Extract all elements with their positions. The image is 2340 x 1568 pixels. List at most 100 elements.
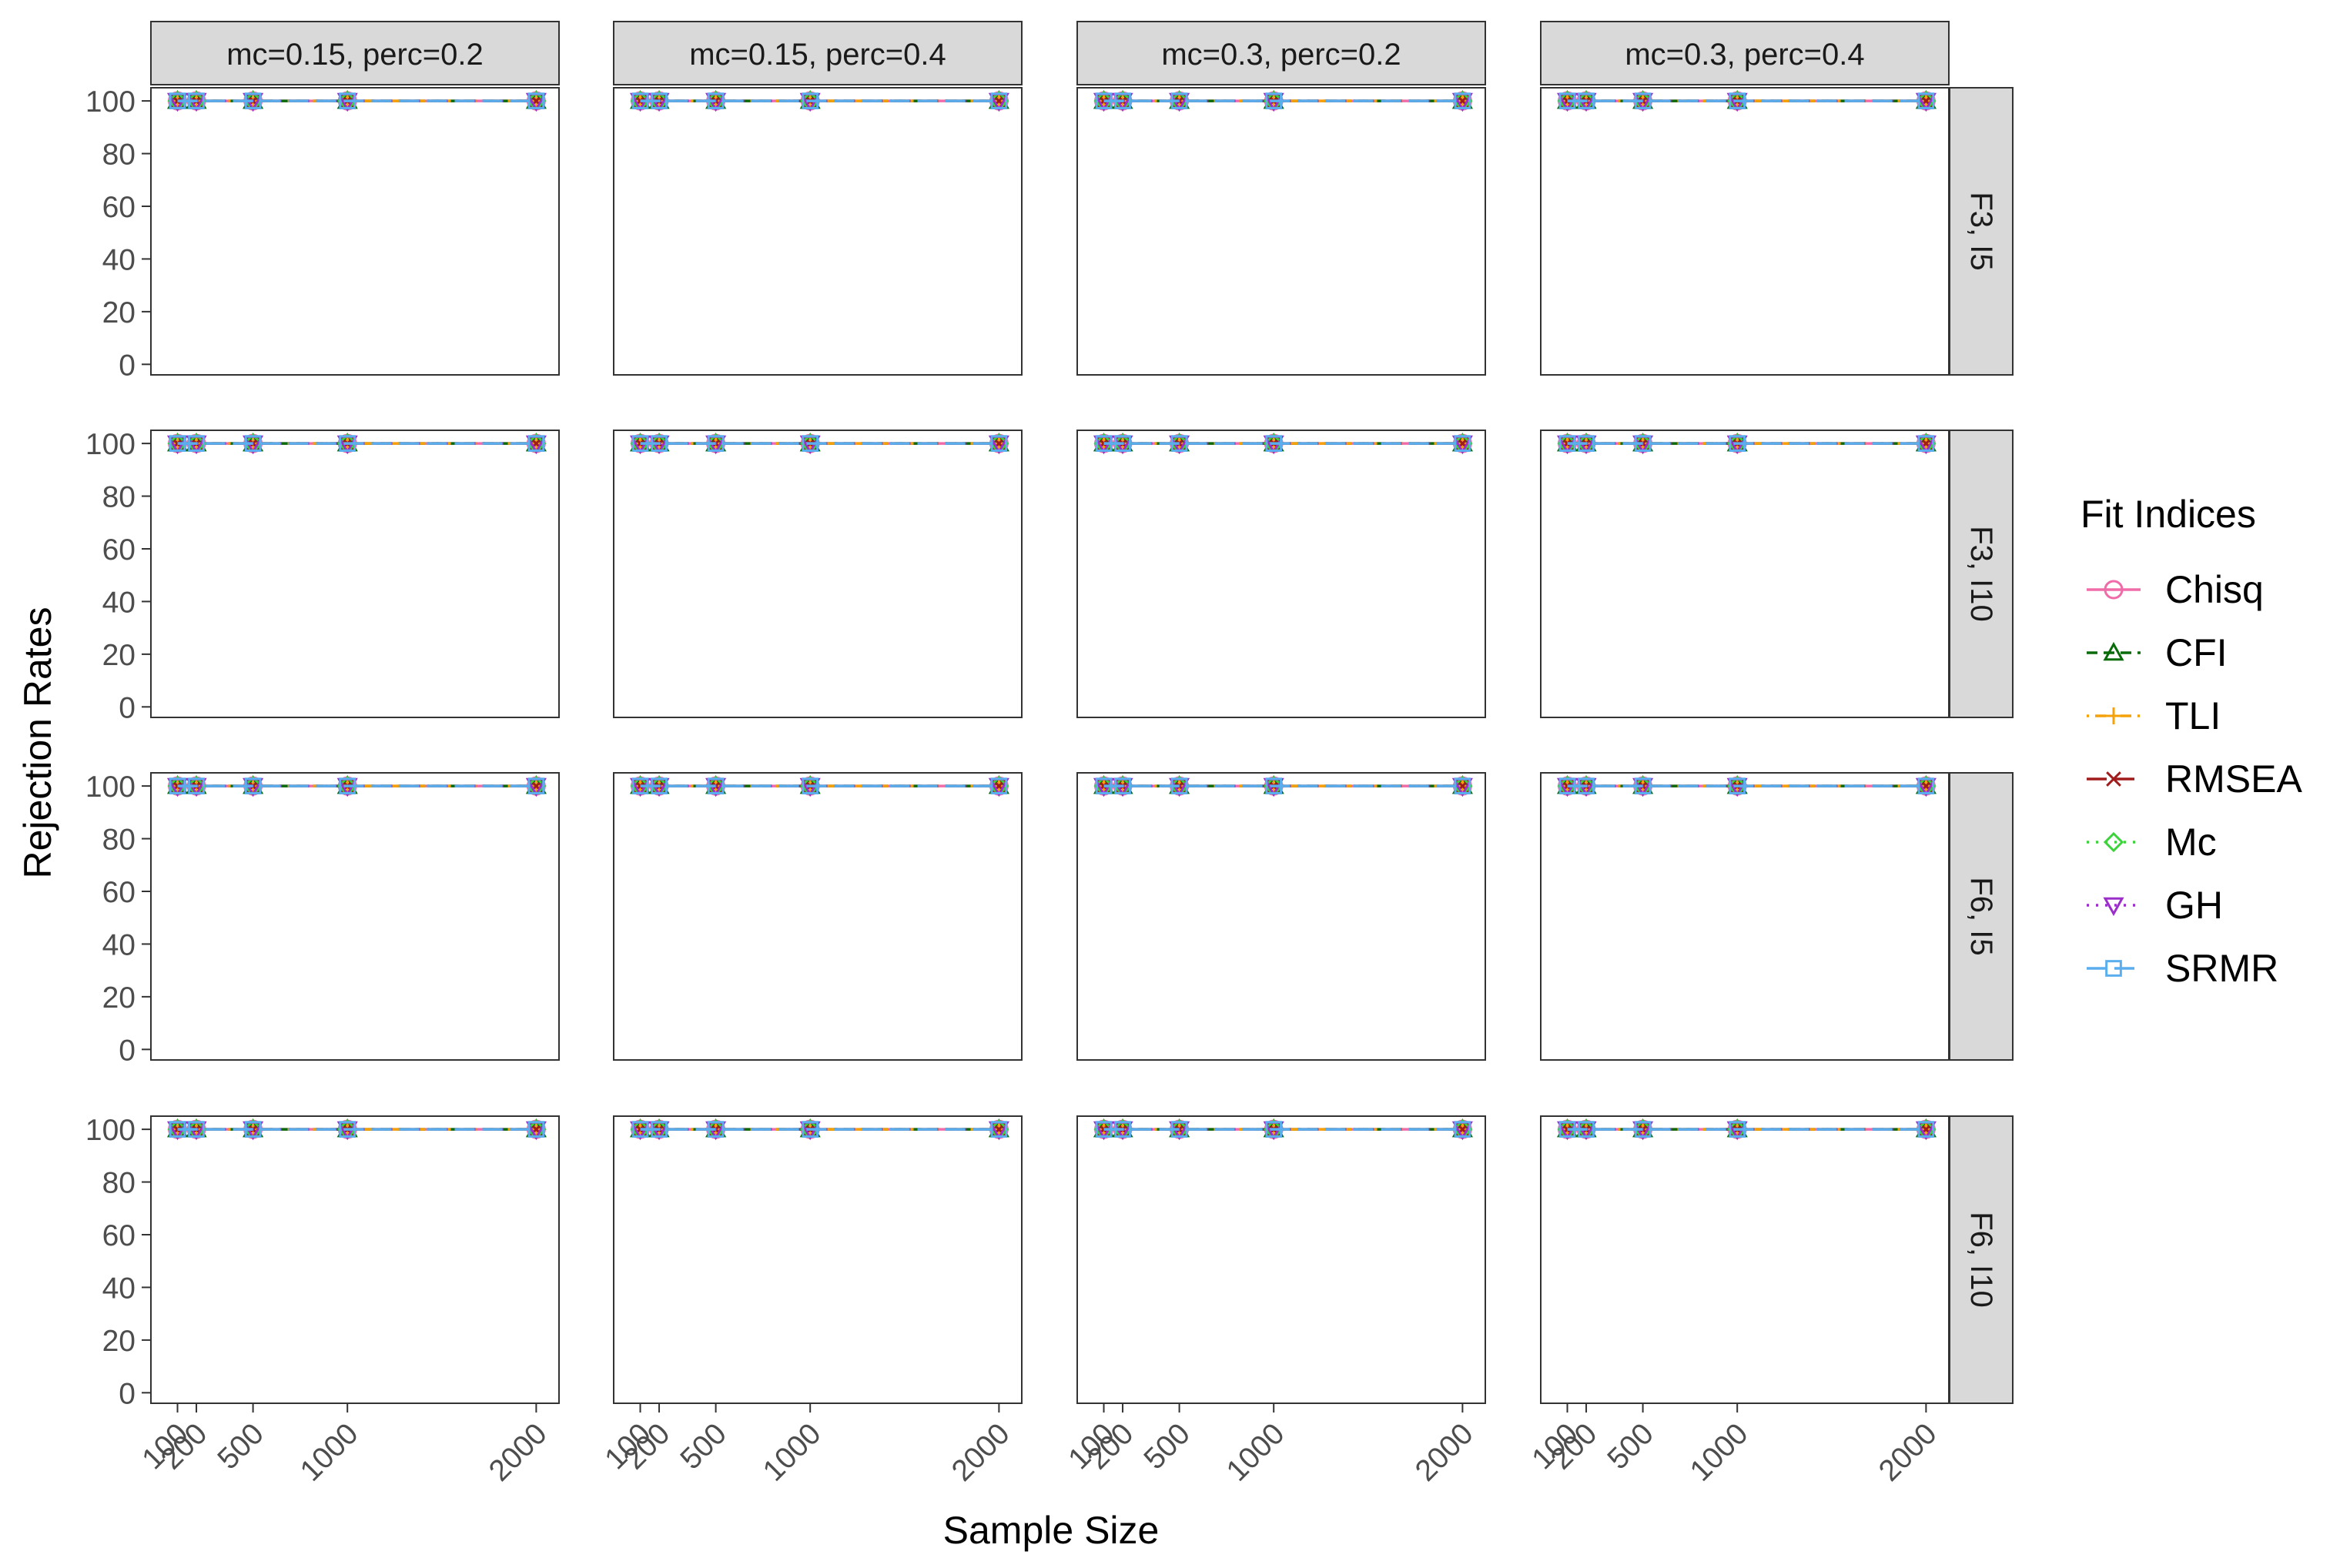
point-srmr — [990, 1121, 1008, 1138]
y-tick-label: 0 — [119, 691, 136, 724]
point-srmr — [169, 1121, 186, 1138]
point-srmr — [990, 777, 1008, 794]
point-srmr — [244, 777, 262, 794]
point-srmr — [1578, 92, 1595, 109]
point-srmr — [1729, 1121, 1746, 1138]
point-srmr — [990, 435, 1008, 452]
y-tick-label: 0 — [119, 349, 136, 382]
point-srmr — [1170, 777, 1188, 794]
point-srmr — [1454, 92, 1471, 109]
panel-r2-c0: 0 20 40 60 80 100 — [85, 771, 560, 1067]
point-srmr — [631, 92, 649, 109]
facet-strip-row-2 — [1949, 772, 2014, 1061]
point-srmr — [1917, 435, 1935, 452]
point-srmr — [1265, 92, 1283, 109]
panel-frame — [613, 430, 1023, 718]
panel-r2-c1 — [613, 772, 1023, 1061]
panel-r1-c3 — [1540, 430, 1950, 718]
y-tick-label: 40 — [102, 586, 136, 619]
panel-r1-c2 — [1076, 430, 1486, 718]
point-srmr — [651, 1121, 668, 1138]
x-axis-title: Sample Size — [943, 1509, 1160, 1552]
point-srmr — [1454, 435, 1471, 452]
panel-frame — [613, 1115, 1023, 1404]
panel-frame — [150, 430, 560, 718]
facet-strip-col-2 — [1076, 21, 1486, 85]
y-tick-label: 100 — [85, 428, 136, 461]
panel-frame — [1540, 1115, 1950, 1404]
point-srmr — [1095, 435, 1113, 452]
point-srmr — [631, 435, 649, 452]
y-tick-label: 0 — [119, 1034, 136, 1067]
y-tick-label: 60 — [102, 1219, 136, 1252]
panel-r2-c2 — [1076, 772, 1486, 1061]
x-tick-label: 500 — [212, 1417, 270, 1476]
y-tick-label: 40 — [102, 243, 136, 276]
legend: Fit Indices Chisq CFI TLI RMSEA Mc GH SRMR — [2081, 493, 2302, 990]
point-srmr — [707, 92, 725, 109]
legend-label-srmr: SRMR — [2165, 947, 2278, 990]
y-tick-label: 20 — [102, 1325, 136, 1358]
point-srmr — [1917, 1121, 1935, 1138]
point-srmr — [802, 435, 819, 452]
point-srmr — [1578, 777, 1595, 794]
point-srmr — [244, 435, 262, 452]
point-srmr — [802, 1121, 819, 1138]
point-srmr — [802, 777, 819, 794]
point-srmr — [169, 92, 186, 109]
point-srmr — [527, 435, 545, 452]
point-srmr — [1265, 435, 1283, 452]
point-srmr — [1917, 92, 1935, 109]
panel-frame — [1540, 87, 1950, 376]
facet-strip-row-label-1: F3, I10 — [1964, 526, 1998, 622]
x-tick-label: 2000 — [483, 1417, 554, 1488]
point-srmr — [1170, 1121, 1188, 1138]
panel-r0-c2 — [1076, 87, 1486, 376]
facet-strip-row-label-0: F3, I5 — [1964, 192, 1998, 270]
panel-frame — [613, 87, 1023, 376]
legend-label-cfi: CFI — [2165, 631, 2228, 674]
facet-strip-col-label-2: mc=0.3, perc=0.2 — [1161, 38, 1401, 72]
facet-strip-col-label-1: mc=0.15, perc=0.4 — [689, 38, 946, 72]
y-tick-label: 80 — [102, 1167, 136, 1200]
facet-strip-row-1 — [1949, 430, 2014, 718]
x-tick-label: 500 — [1138, 1417, 1197, 1476]
point-srmr — [1095, 1121, 1113, 1138]
panel-r1-c0: 0 20 40 60 80 100 — [85, 428, 560, 724]
point-srmr — [1170, 92, 1188, 109]
point-srmr — [1558, 1121, 1576, 1138]
point-srmr — [1114, 777, 1131, 794]
legend-label-gh: GH — [2165, 884, 2223, 927]
point-srmr — [802, 92, 819, 109]
point-srmr — [1558, 777, 1576, 794]
point-srmr — [1634, 1121, 1652, 1138]
legend-key-marker-chisq — [2104, 580, 2124, 600]
panel-frame — [1076, 772, 1486, 1061]
legend-key-marker-tli — [2105, 707, 2122, 724]
legend-key-marker-srmr — [2105, 960, 2122, 977]
point-srmr — [244, 92, 262, 109]
point-srmr — [244, 1121, 262, 1138]
point-srmr — [651, 92, 668, 109]
panel-frame — [150, 87, 560, 376]
point-srmr — [651, 777, 668, 794]
y-tick-label: 20 — [102, 639, 136, 672]
point-srmr — [1114, 1121, 1131, 1138]
point-srmr — [1170, 435, 1188, 452]
point-srmr — [1917, 777, 1935, 794]
x-tick-label: 1000 — [294, 1417, 365, 1488]
panel-frame — [1076, 430, 1486, 718]
panel-frame — [150, 772, 560, 1061]
panel-frame — [1076, 1115, 1486, 1404]
legend-title: Fit Indices — [2081, 493, 2256, 536]
point-srmr — [707, 1121, 725, 1138]
legend-label-rmsea: RMSEA — [2165, 757, 2302, 801]
y-tick-label: 20 — [102, 981, 136, 1015]
x-tick-label: 2000 — [1409, 1417, 1480, 1488]
legend-key-marker-gh — [2103, 897, 2124, 917]
point-srmr — [527, 1121, 545, 1138]
